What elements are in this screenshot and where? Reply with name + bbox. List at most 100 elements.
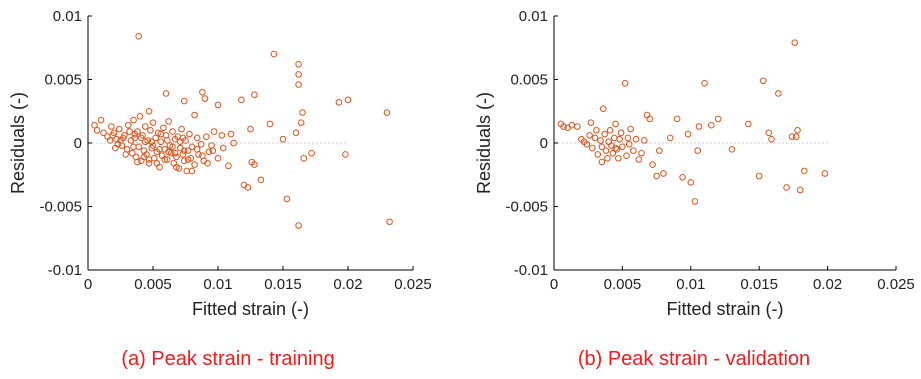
data-point xyxy=(251,161,258,168)
data-point xyxy=(635,156,643,163)
data-point xyxy=(594,151,602,158)
data-point xyxy=(614,154,622,162)
data-point xyxy=(214,101,222,109)
data-point xyxy=(598,143,606,151)
data-point xyxy=(691,198,699,205)
x-tick-label: 0.01 xyxy=(676,276,705,293)
chart-caption: (a) Peak strain - training xyxy=(121,348,334,370)
data-point xyxy=(610,134,618,142)
data-point xyxy=(178,125,185,133)
data-point xyxy=(583,140,591,148)
data-point xyxy=(308,149,315,157)
data-point xyxy=(157,138,165,146)
data-point xyxy=(203,133,210,140)
chart-panel-training: 0 0.005 0.01 0.015 0.02 0.025 0.01 0.005 0 -0.005… xyxy=(8,8,432,370)
data-point xyxy=(649,161,656,168)
data-point xyxy=(335,99,343,106)
data-point xyxy=(801,167,808,175)
x-tick-label: 0.025 xyxy=(877,276,915,293)
data-point xyxy=(171,149,179,157)
x-tick-label: 0.02 xyxy=(813,276,842,293)
data-point xyxy=(109,132,116,139)
data-point xyxy=(165,148,172,156)
data-point xyxy=(666,134,674,142)
y-tick-label: 0 xyxy=(540,135,548,152)
data-point xyxy=(606,127,614,134)
data-point xyxy=(300,154,308,162)
data-point xyxy=(708,121,715,129)
x-tick-label: 0.01 xyxy=(203,276,232,293)
data-point xyxy=(164,156,171,163)
data-point xyxy=(660,170,667,177)
data-point xyxy=(106,137,114,144)
data-point xyxy=(640,137,648,144)
data-point xyxy=(131,130,139,138)
data-point xyxy=(180,157,188,165)
data-point xyxy=(209,147,217,154)
data-point xyxy=(147,127,154,134)
data-point xyxy=(160,124,167,132)
data-point xyxy=(597,137,604,144)
data-point xyxy=(613,146,621,153)
data-point xyxy=(186,130,193,138)
data-point xyxy=(266,120,274,128)
data-point xyxy=(605,138,613,146)
data-point xyxy=(108,123,115,130)
x-axis-label: Fitted strain (-) xyxy=(666,299,783,319)
data-point xyxy=(199,88,206,96)
data-point xyxy=(164,137,171,144)
data-point xyxy=(93,127,101,134)
data-point xyxy=(184,156,192,163)
y-tick-label: -0.01 xyxy=(48,262,82,279)
data-point xyxy=(218,132,226,139)
data-point xyxy=(191,161,198,168)
data-point xyxy=(573,123,581,130)
data-point xyxy=(632,135,640,143)
data-point xyxy=(184,147,192,154)
data-point xyxy=(219,144,227,152)
data-point xyxy=(157,130,165,138)
data-point xyxy=(560,123,567,130)
data-point xyxy=(257,176,265,184)
data-point xyxy=(122,151,129,158)
data-point xyxy=(673,115,681,123)
data-point xyxy=(188,143,196,151)
data-point xyxy=(792,133,800,140)
data-point xyxy=(169,143,176,151)
data-point xyxy=(612,144,619,152)
data-point xyxy=(299,109,306,116)
data-point xyxy=(193,146,201,153)
data-point xyxy=(205,148,213,156)
data-point xyxy=(162,90,170,97)
data-point xyxy=(152,134,159,142)
y-axis-label: Residuals (-) xyxy=(474,92,494,194)
data-point xyxy=(386,218,393,226)
data-point xyxy=(141,123,149,130)
data-point xyxy=(119,134,127,142)
data-point xyxy=(161,156,168,163)
data-point xyxy=(593,127,600,134)
data-point xyxy=(204,160,211,167)
y-tick-label: 0.01 xyxy=(519,8,548,25)
data-point xyxy=(197,140,205,148)
x-tick-label: 0.005 xyxy=(604,276,642,293)
data-point xyxy=(604,154,611,162)
data-point xyxy=(173,153,180,161)
data-point xyxy=(616,135,623,143)
data-point xyxy=(130,116,137,124)
data-point xyxy=(624,134,632,142)
data-point xyxy=(728,146,736,153)
data-point xyxy=(179,151,187,158)
data-point xyxy=(679,173,686,181)
data-point xyxy=(568,121,576,129)
data-point xyxy=(630,147,637,154)
data-point xyxy=(244,184,252,191)
data-point xyxy=(599,105,607,113)
data-point xyxy=(114,140,122,148)
data-point xyxy=(783,184,790,191)
data-point xyxy=(687,179,695,186)
chart-caption: (b) Peak strain - validation xyxy=(578,348,810,370)
data-point xyxy=(646,115,654,123)
data-point xyxy=(193,134,201,142)
